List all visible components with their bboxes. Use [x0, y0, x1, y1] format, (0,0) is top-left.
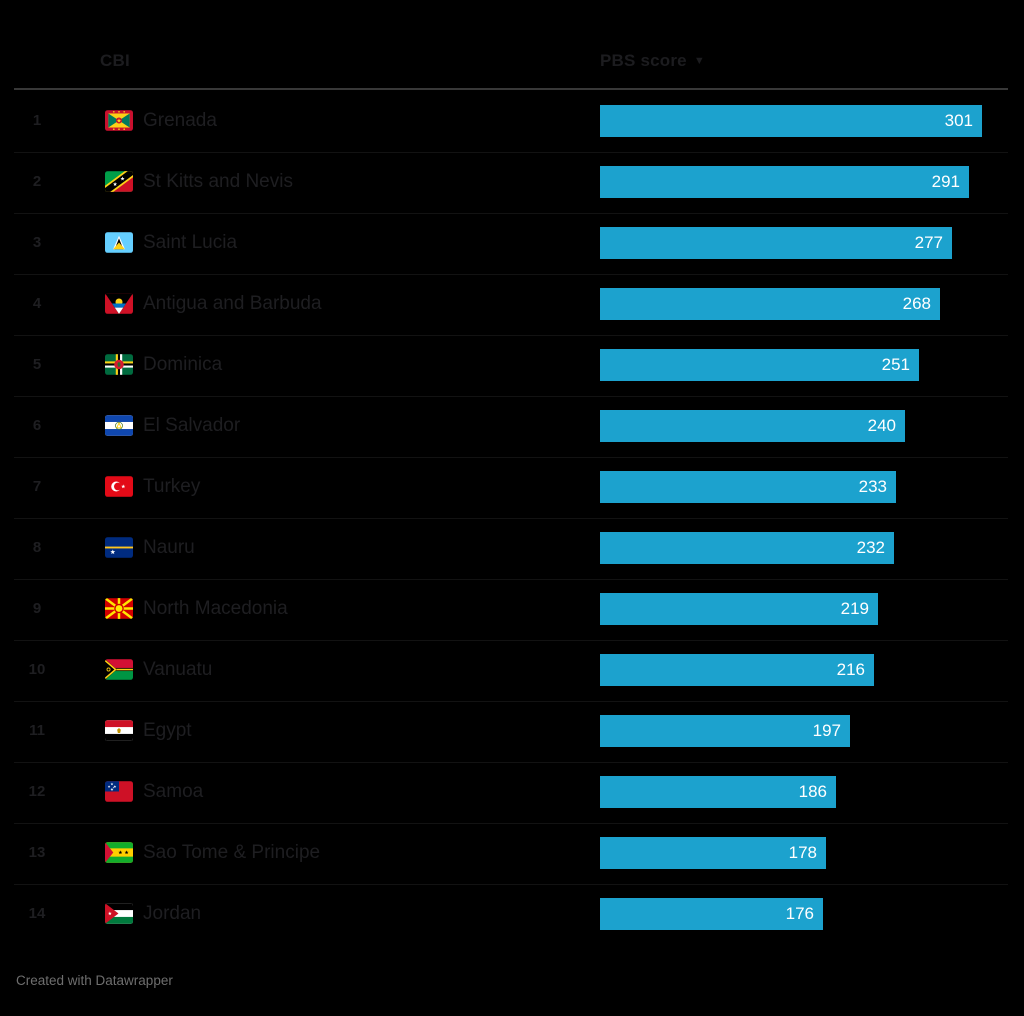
pbs-score-label: PBS score	[600, 51, 687, 70]
datawrapper-credit-link[interactable]: Created with Datawrapper	[16, 973, 173, 988]
antigua-and-barbuda-flag	[105, 293, 133, 314]
score-bar: 301	[600, 105, 982, 137]
sao-tome-and-principe-flag	[105, 842, 133, 863]
rank-label: 5	[32, 356, 42, 373]
rank-label: 8	[32, 539, 42, 556]
column-header-cbi: CBI	[100, 51, 130, 70]
table-row: 6 El Salvador 240	[0, 410, 1024, 471]
score-bar: 197	[600, 715, 850, 747]
score-bar: 251	[600, 349, 919, 381]
bar-value-label: 277	[914, 233, 943, 252]
bar-value-label: 176	[785, 904, 814, 923]
table-row: 5 Dominica 251	[0, 349, 1024, 410]
table-row: 2 St Kitts and Nevis 291	[0, 166, 1024, 227]
score-bar: 240	[600, 410, 905, 442]
score-bar: 186	[600, 776, 836, 808]
sort-descending-icon: ▼	[693, 55, 705, 67]
bar-value-label: 240	[867, 416, 896, 435]
country-label: Antigua and Barbuda	[143, 293, 322, 314]
jordan-flag	[105, 903, 133, 924]
country-label: Sao Tome & Principe	[143, 842, 321, 863]
dominica-flag	[105, 354, 133, 375]
bar-value-label: 268	[902, 294, 931, 313]
rank-label: 4	[32, 295, 42, 312]
score-bar: 291	[600, 166, 969, 198]
score-bar: 268	[600, 288, 940, 320]
score-bar: 178	[600, 837, 826, 869]
bar-value-label: 232	[856, 538, 885, 557]
country-label: Turkey	[143, 476, 201, 497]
table-row: 4 Antigua and Barbuda 268	[0, 288, 1024, 349]
country-label: Vanuatu	[143, 659, 213, 680]
st-kitts-and-nevis-flag	[105, 171, 133, 192]
score-bar: 216	[600, 654, 874, 686]
rank-label: 3	[32, 234, 42, 251]
country-label: Grenada	[143, 110, 217, 131]
bar-value-label: 301	[944, 111, 973, 130]
country-label: Egypt	[143, 720, 192, 741]
bar-value-label: 186	[798, 782, 827, 801]
saint-lucia-flag	[105, 232, 133, 253]
country-label: El Salvador	[143, 415, 241, 436]
country-label: North Macedonia	[143, 598, 288, 619]
bar-value-label: 197	[812, 721, 841, 740]
table-row: 11 Egypt 197	[0, 715, 1024, 776]
table-row: 3 Saint Lucia 277	[0, 227, 1024, 288]
bar-value-label: 233	[858, 477, 887, 496]
bar-value-label: 178	[788, 843, 817, 862]
rank-label: 2	[32, 173, 42, 190]
table-row: 10 Vanuatu 216	[0, 654, 1024, 715]
rank-label: 9	[32, 600, 42, 617]
vanuatu-flag	[105, 659, 133, 680]
rank-label: 10	[28, 661, 46, 678]
score-bar: 232	[600, 532, 894, 564]
table-row: 14 Jordan 176	[0, 898, 1024, 959]
rank-label: 14	[28, 905, 46, 922]
score-bar: 219	[600, 593, 878, 625]
table-row: 9 North Macedonia 219	[0, 593, 1024, 654]
nauru-flag	[105, 537, 133, 558]
bar-value-label: 251	[881, 355, 910, 374]
header-divider	[14, 88, 1008, 90]
bar-value-label: 219	[840, 599, 869, 618]
north-macedonia-flag	[105, 598, 133, 619]
table-row: 13 Sao Tome & Principe 178	[0, 837, 1024, 898]
rank-label: 11	[29, 722, 45, 739]
country-label: Dominica	[143, 354, 223, 375]
country-label: Jordan	[143, 903, 202, 924]
column-header-pbs-score[interactable]: PBS score ▼	[600, 51, 705, 71]
table-row: 7 Turkey 233	[0, 471, 1024, 532]
rank-label: 12	[28, 783, 46, 800]
country-label: Samoa	[143, 781, 204, 802]
egypt-flag	[105, 720, 133, 741]
rank-label: 6	[32, 417, 42, 434]
bar-value-label: 291	[931, 172, 960, 191]
country-label: Saint Lucia	[143, 232, 238, 253]
country-label: Nauru	[143, 537, 195, 558]
grenada-flag	[105, 110, 133, 131]
rank-label: 7	[32, 478, 42, 495]
samoa-flag	[105, 781, 133, 802]
score-bar: 176	[600, 898, 823, 930]
chart-rows: 1 Grenada 301 2 St Kitts and Nevis 291 3…	[0, 105, 1024, 959]
rank-label: 13	[28, 844, 46, 861]
score-bar: 233	[600, 471, 896, 503]
score-bar: 277	[600, 227, 952, 259]
el-salvador-flag	[105, 415, 133, 436]
table-row: 8 Nauru 232	[0, 532, 1024, 593]
bar-value-label: 216	[836, 660, 865, 679]
table-row: 1 Grenada 301	[0, 105, 1024, 166]
turkey-flag	[105, 476, 133, 497]
rank-label: 1	[32, 112, 42, 129]
table-row: 12 Samoa 186	[0, 776, 1024, 837]
country-label: St Kitts and Nevis	[143, 171, 293, 192]
